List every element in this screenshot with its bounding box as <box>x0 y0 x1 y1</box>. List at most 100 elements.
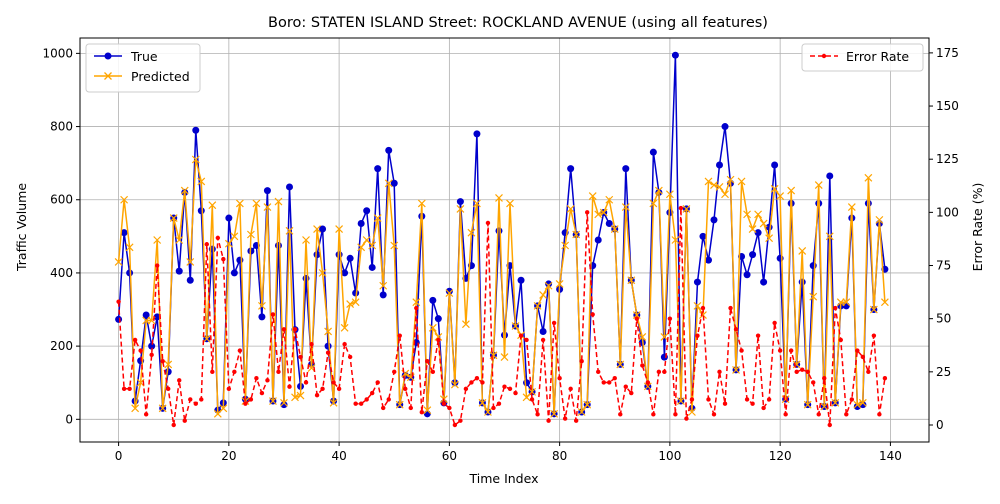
y-right-tick-label: 125 <box>936 152 959 166</box>
predicted-point <box>610 225 619 233</box>
error-point <box>463 386 469 392</box>
error-point <box>381 405 386 411</box>
error-point <box>684 416 689 421</box>
true-point <box>721 123 729 131</box>
error-point <box>243 401 248 406</box>
error-point <box>722 401 728 406</box>
error-point <box>739 348 744 353</box>
legend-error-marker <box>821 53 827 59</box>
error-point <box>436 337 441 343</box>
y-axis-label-right: Error Rate (%) <box>970 183 985 272</box>
predicted-point <box>814 181 823 190</box>
predicted-point <box>732 365 740 374</box>
error-point <box>447 405 452 411</box>
error-point <box>237 348 243 353</box>
error-point <box>160 359 165 364</box>
predicted-point <box>737 177 746 186</box>
predicted-point <box>153 236 162 244</box>
error-point <box>496 401 502 406</box>
predicted-point <box>191 155 200 164</box>
legend-true-marker <box>104 52 112 60</box>
predicted-point <box>765 234 774 243</box>
predicted-point <box>450 380 459 389</box>
true-point <box>622 165 630 173</box>
predicted-point <box>246 230 255 239</box>
predicted-point <box>335 225 344 233</box>
predicted-point <box>660 333 669 341</box>
error-point <box>838 337 843 343</box>
predicted-point <box>875 215 884 224</box>
error-point <box>645 380 651 385</box>
error-point <box>777 348 783 353</box>
predicted-point <box>318 269 327 277</box>
error-point <box>551 320 557 326</box>
true-point <box>285 183 293 191</box>
true-point <box>798 278 806 286</box>
predicted-point <box>682 204 691 213</box>
predicted-point <box>285 226 294 235</box>
x-tick-label: 20 <box>221 449 236 463</box>
predicted-point <box>346 300 355 308</box>
predicted-point <box>114 258 123 266</box>
y-right-tick-label: 175 <box>936 46 959 60</box>
predicted-point <box>197 177 206 186</box>
true-point <box>258 313 266 321</box>
error-point <box>276 369 281 375</box>
error-point <box>651 412 656 417</box>
error-point <box>375 380 380 385</box>
true-point <box>197 207 205 215</box>
error-point <box>325 350 331 355</box>
error-point <box>154 263 160 268</box>
error-point <box>430 369 436 375</box>
legend-error-label: Error Rate <box>846 49 909 64</box>
error-point <box>827 422 832 428</box>
error-point <box>871 333 877 338</box>
predicted-point <box>770 184 779 193</box>
error-point <box>623 384 628 389</box>
error-point <box>265 378 270 383</box>
true-point <box>545 280 553 288</box>
error-point <box>331 380 336 385</box>
error-point <box>193 401 198 406</box>
true-point <box>716 161 724 169</box>
error-point <box>386 397 391 402</box>
predicted-point <box>186 258 195 266</box>
x-tick-label: 80 <box>552 449 567 463</box>
predicted-point <box>235 199 244 208</box>
true-point <box>341 269 349 277</box>
predicted-point <box>710 181 718 190</box>
error-point <box>612 376 617 381</box>
x-tick-label: 0 <box>115 449 123 463</box>
plot-frame <box>79 37 930 443</box>
true-point <box>456 198 464 206</box>
error-point <box>425 359 430 364</box>
error-point <box>143 412 149 417</box>
y-right-tick-label: 75 <box>936 259 951 273</box>
true-point <box>429 296 437 304</box>
error-point <box>254 376 259 381</box>
error-point <box>877 412 882 417</box>
y-right-tick-label: 100 <box>936 205 959 219</box>
predicted-point <box>384 179 393 188</box>
predicted-point <box>649 199 658 208</box>
predicted-point <box>748 225 757 233</box>
error-point <box>579 359 584 364</box>
error-point <box>518 333 524 338</box>
predicted-point <box>230 232 239 241</box>
predicted-point <box>208 201 217 210</box>
predicted-point <box>671 236 680 244</box>
error-point <box>634 316 640 321</box>
predicted-point <box>373 214 382 222</box>
predicted-point <box>417 199 426 208</box>
predicted-point <box>616 360 625 369</box>
predicted-point <box>478 398 487 407</box>
predicted-point <box>395 400 404 409</box>
true-point <box>594 236 602 244</box>
error-point <box>298 354 303 360</box>
true-point <box>473 130 481 138</box>
error-point <box>882 376 888 381</box>
error-point <box>513 390 518 396</box>
error-point <box>127 386 132 392</box>
